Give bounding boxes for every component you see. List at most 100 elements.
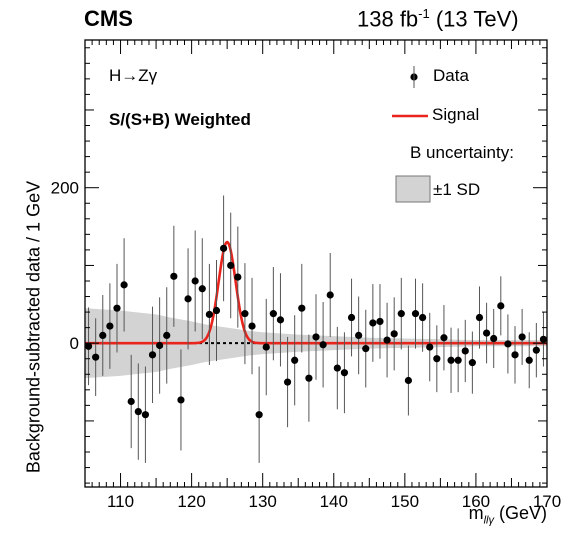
data-point-marker [291,356,299,364]
data-point [113,263,121,353]
data-point [276,273,285,367]
data-point-marker [262,343,270,351]
axis-ticks-layer: 110 120 130 140 150 160 170 0 200 [51,40,561,511]
data-point [134,363,142,460]
data-point [468,331,476,394]
data-point-marker [468,359,476,367]
x-tick-label: 140 [320,492,348,511]
data-point [511,326,519,384]
x-axis-label-unit: (GeV) [493,503,547,523]
x-tick-label: 160 [462,492,490,511]
x-axis-label: mllγ (GeV) [469,503,547,527]
data-point-marker [127,397,135,406]
data-point-marker [454,356,462,364]
x-tick-label: 150 [391,492,419,511]
data-point [447,327,455,393]
data-point-marker [276,316,285,324]
data-point [475,286,484,349]
data-points-layer [84,195,548,463]
data-point-marker [419,313,427,322]
data-point-marker [426,343,434,351]
data-point-marker [397,310,405,318]
data-point [482,302,491,364]
data-point [99,294,107,376]
data-point [397,277,405,350]
data-point [305,334,313,422]
data-point [497,276,505,336]
data-point-marker [461,347,469,355]
data-point-marker [482,329,491,337]
data-point [525,332,533,389]
data-point [362,309,370,388]
x-tick-label: 120 [177,492,205,511]
data-point-marker [475,313,484,322]
data-point-marker [376,317,384,326]
data-point [433,325,441,393]
y-tick-label: 200 [51,179,79,198]
data-point-marker [106,322,114,330]
data-point [454,328,462,393]
data-point-marker [92,353,100,361]
data-point-marker [84,342,93,350]
data-point-marker [539,335,548,343]
data-point-marker [383,336,391,344]
data-point-marker [532,346,540,354]
luminosity-energy-label: 138 fb-1 (13 TeV) [357,6,519,32]
data-point-marker [269,310,277,318]
data-point-marker [298,304,306,312]
data-point [148,306,157,404]
data-point-marker [362,345,370,353]
luminosity-exponent: -1 [418,6,430,21]
data-point-marker [148,351,157,359]
data-point [156,297,164,394]
data-point [383,302,391,378]
data-point [170,225,178,327]
data-point [269,266,277,361]
data-point-marker [347,313,356,322]
data-point-marker [205,310,213,319]
data-point-marker [504,340,512,348]
data-point-marker [191,277,199,285]
data-point-marker [283,378,292,386]
data-point-marker [525,356,533,364]
data-point [411,278,420,349]
data-point [92,318,100,397]
data-point [326,253,334,337]
legend-uncertainty-title: B uncertainty: [410,143,514,162]
data-point [340,332,349,414]
data-point [234,226,242,328]
legend-band-swatch [395,175,431,203]
data-point-marker [440,334,448,342]
data-point-marker [404,376,412,385]
data-point-marker [113,304,121,312]
y-axis-label: Background-subtracted data / 1 GeV [23,180,44,474]
data-point-marker [511,351,519,359]
data-point-marker [198,285,206,293]
data-point-marker [518,333,526,341]
legend-signal-label: Signal [432,105,480,124]
data-point-marker [255,411,263,419]
energy-text: (13 TeV) [435,6,519,32]
data-point [333,326,341,410]
plot-frame [84,39,548,488]
data-point-marker [212,306,221,315]
data-point-marker [433,355,441,363]
data-point-marker [333,364,341,372]
y-tick-label: 0 [70,334,79,353]
data-point [291,315,299,406]
x-tick-label: 130 [249,492,277,511]
data-point [376,284,384,359]
data-point-marker [490,334,498,343]
data-point [518,308,526,365]
data-point [369,284,377,362]
data-point-marker [390,330,398,338]
data-point [440,305,448,371]
data-point-marker [497,302,505,310]
data-point-marker [184,295,192,303]
x-axis-label-main: m [468,503,484,523]
data-point-marker [248,322,256,330]
legend-band-label: ±1 SD [433,180,481,199]
data-point-marker [312,333,320,341]
experiment-label: CMS [84,6,133,31]
